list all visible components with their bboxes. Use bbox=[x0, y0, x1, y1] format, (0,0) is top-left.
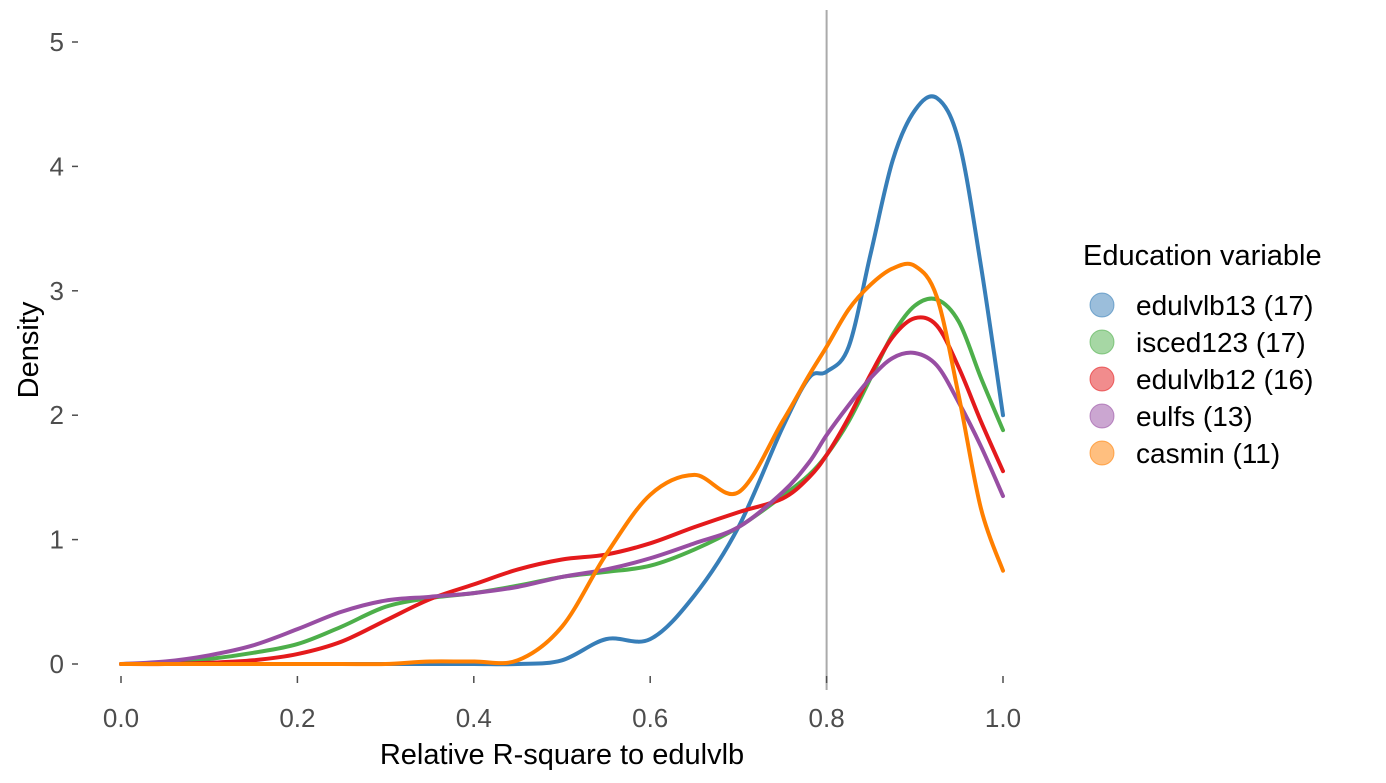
x-tick-label: 0.4 bbox=[456, 703, 492, 733]
density-curve-1 bbox=[119, 296, 1005, 666]
legend-key bbox=[1089, 403, 1115, 429]
density-curve-4 bbox=[119, 261, 1005, 667]
legend-key bbox=[1089, 440, 1115, 466]
y-tick-label: 1 bbox=[50, 525, 64, 555]
legend: Education variable edulvlb13 (17) isced12… bbox=[1083, 240, 1322, 469]
legend-label: isced123 (17) bbox=[1136, 327, 1306, 358]
x-tick-label: 0.0 bbox=[103, 703, 139, 733]
density-curve-3 bbox=[119, 350, 1005, 666]
y-axis: 0 1 2 3 4 5 bbox=[50, 27, 78, 679]
y-tick-label: 4 bbox=[50, 151, 64, 181]
density-curve-2 bbox=[119, 315, 1005, 667]
x-tick-label: 1.0 bbox=[985, 703, 1021, 733]
x-tick-label: 0.2 bbox=[279, 703, 315, 733]
y-tick-label: 0 bbox=[50, 649, 64, 679]
legend-key bbox=[1089, 292, 1115, 318]
density-curves bbox=[119, 94, 1005, 667]
legend-key bbox=[1089, 366, 1115, 392]
x-tick-label: 0.6 bbox=[632, 703, 668, 733]
legend-title: Education variable bbox=[1083, 240, 1322, 272]
x-axis-title: Relative R-square to edulvlb bbox=[380, 739, 744, 771]
x-tick-label: 0.8 bbox=[809, 703, 845, 733]
legend-label: casmin (11) bbox=[1136, 438, 1280, 469]
y-axis-title: Density bbox=[13, 301, 45, 398]
legend-label: eulfs (13) bbox=[1136, 401, 1253, 432]
y-tick-label: 3 bbox=[50, 276, 64, 306]
y-tick-label: 2 bbox=[50, 400, 64, 430]
y-tick-label: 5 bbox=[50, 27, 64, 57]
legend-key bbox=[1089, 329, 1115, 355]
x-axis: 0.0 0.2 0.4 0.6 0.8 1.0 bbox=[103, 676, 1021, 733]
legend-label: edulvlb12 (16) bbox=[1136, 364, 1313, 395]
legend-label: edulvlb13 (17) bbox=[1136, 290, 1313, 321]
